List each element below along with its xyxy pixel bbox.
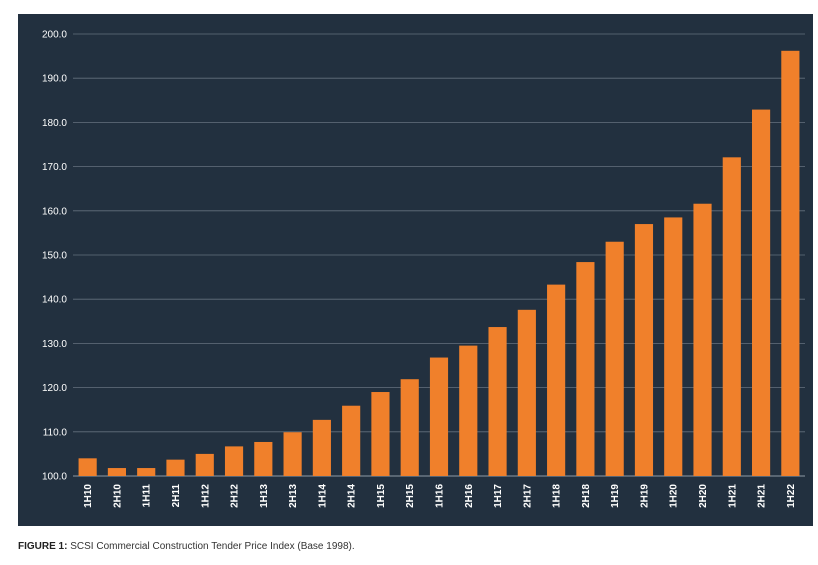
x-tick-label: 1H13 <box>259 484 270 508</box>
bar-1H21 <box>722 157 741 476</box>
caption-label: FIGURE 1: <box>18 541 68 552</box>
x-tick-label: 2H19 <box>639 484 650 508</box>
bar-2H12 <box>224 446 244 476</box>
x-tick-label: 2H12 <box>230 484 241 508</box>
bar-2H19 <box>634 224 654 476</box>
bar-1H10 <box>78 458 97 476</box>
x-tick-label: 1H21 <box>727 484 738 508</box>
y-axis-ticks: 100.0 110.0 120.0 130.0 140.0 150.0 160.0 170.0… <box>42 30 67 483</box>
bar-1H16 <box>429 357 449 476</box>
bar-2H16 <box>459 345 478 476</box>
y-tick-label: 120.0 <box>42 383 67 394</box>
bar-1H19 <box>605 241 624 476</box>
x-tick-label: 1H10 <box>83 484 94 508</box>
bar-2H20 <box>693 203 712 476</box>
y-tick-label: 160.0 <box>42 206 67 217</box>
bar-1H15 <box>371 392 390 476</box>
bar-1H11 <box>137 468 156 476</box>
x-axis-ticks: 1H10 2H10 1H11 2H11 1H12 2H12 1H13 2H13 1H14 2H14… <box>83 484 797 508</box>
x-tick-label: 1H12 <box>200 484 211 508</box>
x-tick-label: 1H22 <box>786 484 797 508</box>
y-tick-label: 100.0 <box>42 472 67 483</box>
x-tick-label: 2H13 <box>288 484 299 508</box>
x-tick-label: 2H21 <box>757 484 768 508</box>
bars <box>78 50 800 477</box>
y-tick-label: 200.0 <box>42 30 67 41</box>
y-tick-label: 110.0 <box>43 427 68 438</box>
x-tick-label: 1H11 <box>142 484 153 508</box>
bar-1H14 <box>312 419 331 476</box>
bar-1H20 <box>664 217 683 476</box>
y-tick-label: 190.0 <box>42 74 67 85</box>
y-tick-label: 150.0 <box>42 251 67 262</box>
bar-1H13 <box>254 441 273 476</box>
bar-2H11 <box>166 459 185 476</box>
bar-1H17 <box>488 327 507 476</box>
x-tick-label: 1H14 <box>317 484 328 508</box>
bar-1H22 <box>781 50 800 477</box>
x-tick-label: 2H17 <box>522 484 533 508</box>
y-tick-label: 180.0 <box>42 118 67 129</box>
x-tick-label: 2H10 <box>112 484 123 508</box>
bar-chart: 100.0 110.0 120.0 130.0 140.0 150.0 160.0 170.0… <box>42 30 805 508</box>
bar-2H10 <box>107 468 126 476</box>
x-tick-label: 1H17 <box>493 484 504 508</box>
bar-1H12 <box>195 453 214 476</box>
bar-2H14 <box>342 405 361 476</box>
x-tick-label: 1H16 <box>435 484 446 508</box>
bar-2H21 <box>752 109 771 476</box>
x-tick-label: 2H16 <box>464 484 475 508</box>
x-tick-label: 2H14 <box>347 484 358 508</box>
caption-text: SCSI Commercial Construction Tender Pric… <box>70 541 355 552</box>
y-tick-label: 170.0 <box>42 162 67 173</box>
x-tick-label: 2H11 <box>171 484 182 508</box>
figure-caption: FIGURE 1: SCSI Commercial Construction T… <box>18 541 355 552</box>
y-tick-label: 140.0 <box>42 295 67 306</box>
y-tick-label: 130.0 <box>42 339 67 350</box>
bar-2H17 <box>517 309 536 476</box>
bar-2H15 <box>400 379 419 476</box>
x-tick-label: 1H19 <box>610 484 621 508</box>
x-tick-label: 1H18 <box>552 484 563 508</box>
x-tick-label: 2H20 <box>698 484 709 508</box>
bar-2H18 <box>576 262 595 476</box>
chart-panel: 100.0 110.0 120.0 130.0 140.0 150.0 160.0 170.0… <box>18 14 813 526</box>
bar-2H13 <box>283 432 302 476</box>
x-tick-label: 2H15 <box>405 484 416 508</box>
bar-1H18 <box>547 284 566 476</box>
gridlines <box>73 33 805 477</box>
x-tick-label: 2H18 <box>581 484 592 508</box>
x-tick-label: 1H15 <box>376 484 387 508</box>
x-tick-label: 1H20 <box>669 484 680 508</box>
